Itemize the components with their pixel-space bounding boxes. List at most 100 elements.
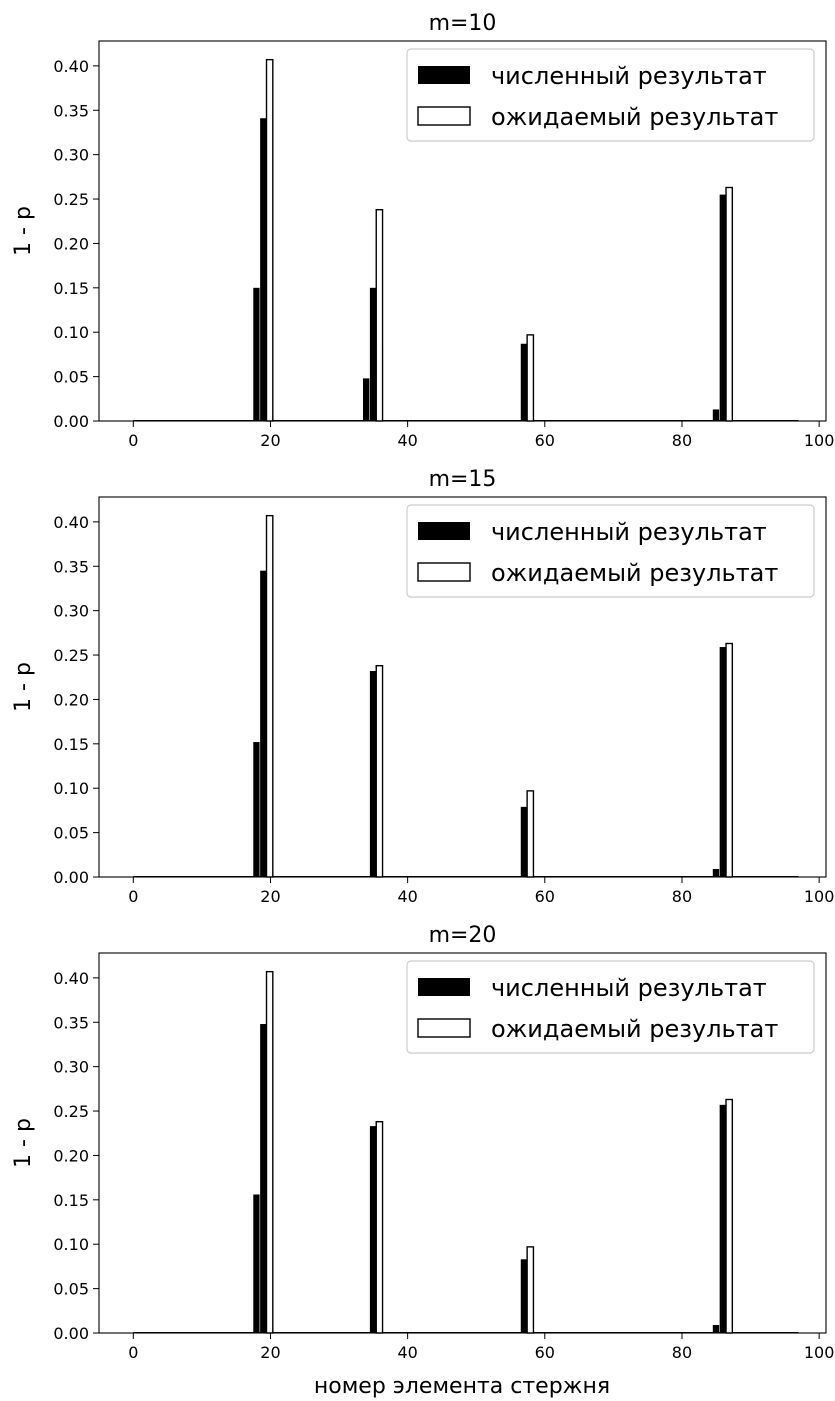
chart-panel-2: m=15 0 20 40 60 80 100 0.00 0.05 0.10 0.15 0.20 0.25… <box>11 467 834 906</box>
legend-swatch-filled <box>418 978 470 996</box>
y-tick-label: 0.20 <box>53 1146 89 1165</box>
y-axis-label: 1 - p <box>11 662 36 712</box>
bar <box>712 1325 720 1333</box>
y-tick-label: 0.35 <box>53 1013 89 1032</box>
x-tick-label: 100 <box>804 1343 835 1362</box>
legend: численный результат ожидаемый результат <box>406 960 815 1054</box>
chart-panels: m=10 0 20 40 60 80 100 0.00 0.05 0.10 0.15 0.20 0.25… <box>11 11 834 1362</box>
series-numerical <box>253 1024 726 1333</box>
legend-swatch-outline <box>417 1018 471 1038</box>
legend-box <box>406 504 815 598</box>
bar <box>253 742 260 877</box>
bar <box>265 970 274 1334</box>
bar <box>375 664 384 878</box>
y-tick-label: 0.00 <box>53 1324 89 1343</box>
y-tick-label: 0.30 <box>53 146 89 165</box>
series-numerical <box>253 570 726 877</box>
y-tick-label: 0.05 <box>53 368 89 387</box>
x-tick-label: 20 <box>260 431 280 450</box>
bar <box>265 514 274 878</box>
legend-label: ожидаемый результат <box>491 559 778 587</box>
chart-title: m=20 <box>429 923 497 948</box>
bar <box>369 287 377 421</box>
plot-frame <box>98 40 827 422</box>
y-tick-label: 0.00 <box>53 868 89 887</box>
y-tick-label: 0.40 <box>53 57 89 76</box>
legend-label: численный результат <box>491 518 767 546</box>
bar <box>375 1120 384 1334</box>
y-tick-label: 0.20 <box>53 234 89 253</box>
x-tick-label: 20 <box>260 1343 280 1362</box>
y-tick-label: 0.05 <box>53 824 89 843</box>
y-tick-label: 0.40 <box>53 969 89 988</box>
bar <box>375 208 384 422</box>
bar <box>260 118 267 422</box>
legend-swatch-filled <box>418 66 470 84</box>
bar <box>526 334 535 422</box>
bar <box>363 378 370 421</box>
y-tick-label: 0.35 <box>53 557 89 576</box>
y-tick-label: 0.20 <box>53 690 89 709</box>
bar <box>260 570 267 877</box>
y-tick-label: 0.25 <box>53 190 89 209</box>
bar <box>526 1246 535 1334</box>
series-numerical <box>253 118 726 422</box>
legend-label: численный результат <box>491 974 767 1002</box>
bar <box>260 1024 267 1333</box>
y-tick-label: 0.00 <box>53 412 89 431</box>
y-tick-label: 0.35 <box>53 101 89 120</box>
y-tick-label: 0.25 <box>53 1102 89 1121</box>
x-tick-label: 60 <box>535 431 555 450</box>
bar <box>369 1126 377 1333</box>
plot-frame <box>98 952 827 1334</box>
y-tick-label: 0.10 <box>53 323 89 342</box>
y-tick-label: 0.30 <box>53 1058 89 1077</box>
x-tick-label: 100 <box>804 431 835 450</box>
bar <box>712 869 720 877</box>
bar <box>725 186 734 422</box>
x-tick-label: 80 <box>672 431 692 450</box>
bar <box>253 287 260 421</box>
bar <box>520 343 528 421</box>
plot-frame <box>98 496 827 878</box>
legend-label: ожидаемый результат <box>491 103 778 131</box>
x-axis-label: номер элемента стержня <box>314 1374 610 1399</box>
x-tick-label: 40 <box>397 431 417 450</box>
legend-label: численный результат <box>491 62 767 90</box>
x-tick-label: 100 <box>804 887 835 906</box>
y-tick-label: 0.15 <box>53 735 89 754</box>
legend-box <box>406 48 815 142</box>
x-tick-label: 40 <box>397 1343 417 1362</box>
y-tick-label: 0.10 <box>53 779 89 798</box>
x-tick-label: 60 <box>535 887 555 906</box>
y-tick-label: 0.10 <box>53 1235 89 1254</box>
x-tick-label: 60 <box>535 1343 555 1362</box>
bar <box>253 1194 260 1333</box>
x-tick-label: 80 <box>672 887 692 906</box>
y-tick-label: 0.25 <box>53 646 89 665</box>
legend: численный результат ожидаемый результат <box>406 504 815 598</box>
legend-swatch-outline <box>417 106 471 126</box>
legend-swatch-outline <box>417 562 471 582</box>
x-tick-label: 20 <box>260 887 280 906</box>
bar <box>719 194 726 421</box>
bar <box>725 1098 734 1334</box>
x-tick-label: 80 <box>672 1343 692 1362</box>
bar <box>725 642 734 878</box>
y-tick-label: 0.05 <box>53 1280 89 1299</box>
legend-label: ожидаемый результат <box>491 1015 778 1043</box>
legend-box <box>406 960 815 1054</box>
y-tick-label: 0.15 <box>53 1191 89 1210</box>
chart-panel-1: m=10 0 20 40 60 80 100 0.00 0.05 0.10 0.15 0.20 0.25… <box>11 11 834 450</box>
y-axis-label: 1 - p <box>11 1118 36 1168</box>
y-tick-label: 0.40 <box>53 513 89 532</box>
bar <box>265 58 274 422</box>
bar <box>369 671 377 877</box>
y-tick-label: 0.30 <box>53 602 89 621</box>
legend-swatch-filled <box>418 522 470 540</box>
bar <box>719 647 726 877</box>
x-tick-label: 40 <box>397 887 417 906</box>
chart-title: m=10 <box>429 11 497 36</box>
bar <box>520 806 528 877</box>
